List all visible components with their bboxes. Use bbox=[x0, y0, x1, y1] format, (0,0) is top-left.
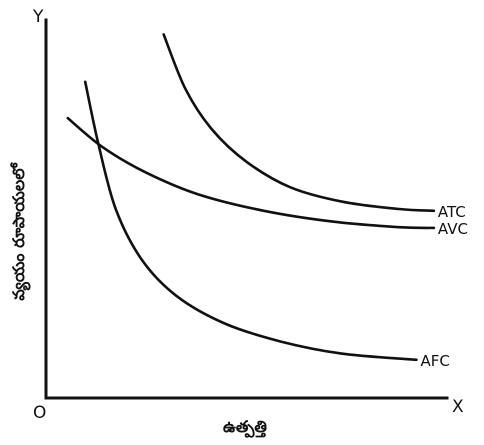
y-axis-letter: Y bbox=[32, 7, 44, 27]
x-axis-letter: X bbox=[452, 397, 464, 417]
atc-label: ATC bbox=[438, 203, 466, 221]
x-axis-title: ఉత్పత్తి bbox=[223, 417, 267, 438]
afc-label: AFC bbox=[421, 352, 450, 370]
avc-label: AVC bbox=[438, 220, 468, 238]
y-axis-title: వ్యయం రూపాయలలో bbox=[9, 162, 31, 301]
afc-curve bbox=[83, 80, 418, 362]
curves bbox=[66, 33, 436, 362]
avc-curve bbox=[66, 116, 436, 230]
atc-curve bbox=[162, 33, 436, 213]
origin-label: O bbox=[33, 403, 46, 423]
axes bbox=[44, 18, 449, 400]
